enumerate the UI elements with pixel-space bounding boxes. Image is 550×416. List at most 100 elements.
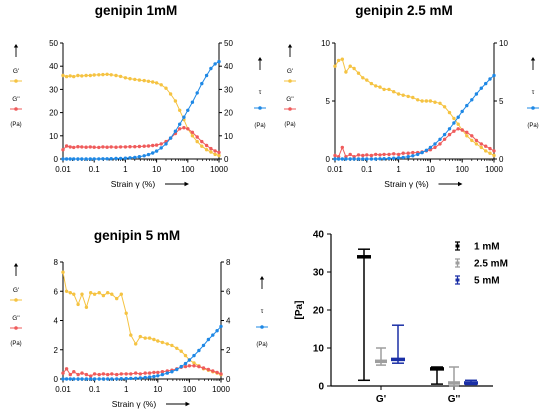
data-point (420, 99, 424, 103)
data-point (217, 150, 221, 155)
data-point (156, 374, 160, 378)
data-point (447, 110, 452, 115)
data-point (80, 74, 84, 78)
data-point (159, 146, 163, 150)
data-point (109, 157, 113, 161)
data-point (110, 372, 114, 376)
data-point (217, 153, 221, 158)
data-point (369, 153, 374, 158)
legend-right: τ (Pa) (254, 57, 266, 129)
data-point (64, 289, 69, 293)
data-point (190, 100, 195, 104)
data-point (356, 153, 361, 157)
data-point (170, 343, 174, 348)
median-range-bar (448, 366, 460, 387)
legend-left: G' G'' (Pa) (284, 44, 296, 128)
data-point (133, 155, 137, 160)
data-point (213, 149, 217, 153)
data-point (361, 153, 365, 158)
data-point (76, 73, 80, 78)
x-tick-label: 10 (426, 165, 435, 174)
data-point (356, 71, 361, 75)
data-point (84, 305, 89, 309)
data-point (64, 157, 69, 161)
data-point (465, 103, 469, 108)
data-point (84, 145, 88, 149)
data-point (356, 157, 361, 161)
data-point (64, 367, 69, 371)
data-point (97, 291, 101, 295)
legend-marker-fill (455, 261, 460, 265)
data-point (84, 73, 88, 78)
x-tick-label: 100 (456, 165, 470, 174)
data-point (152, 337, 156, 342)
data-point (204, 143, 209, 148)
data-point (365, 157, 369, 161)
data-point (352, 157, 356, 161)
data-point (168, 136, 173, 140)
data-point (133, 145, 137, 149)
y-tick-label-left: 10 (49, 132, 58, 141)
data-point (474, 92, 479, 96)
data-point (168, 92, 173, 96)
data-point (123, 156, 128, 160)
series-2 (61, 59, 221, 161)
data-point (392, 90, 396, 94)
y-tick-label-right: 10 (499, 39, 508, 48)
data-point (88, 157, 93, 161)
data-point (452, 121, 456, 125)
y-tick-label-right: 50 (224, 39, 233, 48)
y-tick-label-left: 30 (49, 85, 58, 94)
data-point (138, 376, 142, 380)
data-point (142, 144, 146, 148)
data-point (80, 292, 84, 296)
legend-marker (527, 106, 539, 110)
data-point (195, 139, 199, 144)
data-point (442, 132, 447, 137)
y-tick-label-left: 50 (49, 39, 58, 48)
data-point (133, 77, 137, 82)
data-point (438, 142, 442, 146)
y-tick-label: 30 (313, 268, 325, 279)
median-range-bar (464, 379, 478, 386)
data-point (465, 130, 469, 134)
data-point (101, 145, 105, 149)
data-point (474, 138, 479, 143)
data-point (114, 73, 118, 78)
data-point (470, 138, 474, 143)
y-tick-label-right: 0 (224, 155, 229, 164)
data-point (186, 108, 190, 113)
data-point (101, 372, 106, 376)
y-tick-label-left: 0 (54, 375, 59, 384)
x-tick-label: 10 (153, 385, 162, 394)
data-point (101, 377, 106, 381)
data-point (154, 81, 159, 85)
data-point (101, 72, 105, 77)
y-tick-label-right: 4 (226, 317, 231, 326)
data-point (479, 142, 483, 146)
legend-label: τ (532, 89, 535, 96)
data-point (465, 134, 469, 138)
y-tick-label-left: 20 (49, 109, 58, 118)
data-point (97, 377, 101, 381)
data-point (190, 130, 195, 134)
legend-marker (254, 106, 266, 110)
data-point (109, 73, 113, 77)
data-point (137, 78, 142, 82)
data-point (134, 371, 138, 375)
data-point (109, 145, 113, 149)
data-point (192, 364, 196, 368)
series-2 (61, 324, 223, 381)
data-point (396, 92, 401, 96)
data-point (197, 348, 201, 353)
legend-up-arrow (257, 57, 263, 70)
y-tick-label: 10 (313, 344, 325, 355)
legend-marker-fill (455, 278, 460, 282)
data-point (146, 144, 151, 148)
data-point (204, 73, 209, 78)
data-point (336, 157, 341, 161)
data-point (348, 64, 352, 68)
data-point (68, 74, 72, 78)
y-tick-label-left: 4 (54, 317, 59, 326)
data-point (105, 72, 109, 77)
